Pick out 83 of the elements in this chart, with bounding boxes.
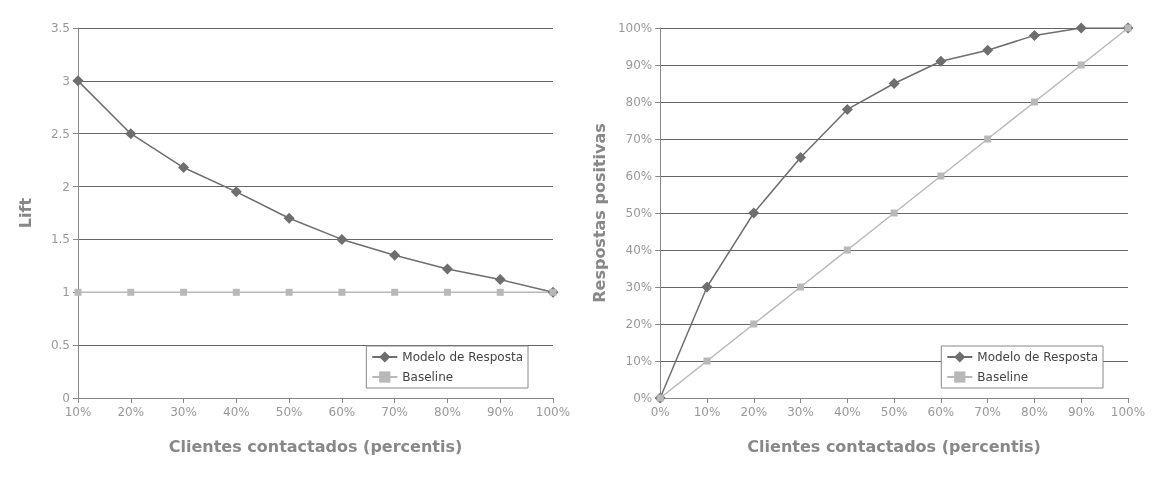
y-tick-label: 20% — [625, 317, 653, 331]
legend-label: Modelo de Resposta — [977, 350, 1098, 364]
point — [180, 288, 188, 296]
x-tick-label: 90% — [1067, 405, 1095, 419]
point — [230, 186, 242, 198]
x-tick-label: 30% — [170, 405, 197, 419]
y-tick-label: 3 — [62, 73, 70, 88]
x-tick-label: 70% — [381, 405, 408, 419]
x-axis-title: Clientes contactados (percentis) — [168, 436, 463, 456]
y-tick-label: 1.5 — [50, 232, 70, 247]
y-tick-label: 3.5 — [50, 21, 70, 35]
point — [336, 233, 348, 245]
y-tick-label: 0% — [633, 391, 653, 405]
x-tick-label: 100% — [1110, 405, 1146, 419]
point — [703, 357, 711, 365]
point — [178, 162, 190, 174]
x-tick-label: 80% — [434, 405, 461, 419]
x-tick-label: 80% — [1021, 405, 1048, 419]
legend-label: Baseline — [977, 370, 1029, 384]
point — [441, 263, 453, 275]
point — [795, 152, 807, 163]
point — [843, 246, 851, 254]
x-tick-label: 40% — [833, 405, 861, 419]
y-tick-label: 50% — [625, 206, 653, 220]
x-tick-label: 0% — [650, 405, 670, 419]
y-axis-title: Respostas positivas — [589, 123, 609, 303]
y-tick-label: 10% — [625, 354, 653, 368]
point — [935, 55, 947, 67]
y-tick-label: 90% — [625, 58, 653, 72]
legend-label: Modelo de Resposta — [402, 350, 523, 364]
point — [494, 274, 506, 286]
x-tick-label: 60% — [927, 405, 955, 419]
point — [125, 128, 137, 140]
x-tick-label: 100% — [535, 405, 571, 419]
y-tick-label: 80% — [625, 95, 653, 109]
x-axis-title: Clientes contactados (percentis) — [747, 436, 1041, 456]
y-tick-label: 1 — [62, 285, 70, 300]
point — [1028, 29, 1040, 41]
point — [888, 78, 900, 89]
y-tick-label: 30% — [625, 280, 653, 294]
x-tick-label: 70% — [974, 405, 1001, 419]
point — [443, 288, 451, 296]
x-tick-label: 30% — [787, 405, 814, 419]
y-tick-label: 0.5 — [50, 338, 70, 353]
point — [984, 135, 992, 143]
x-tick-label: 10% — [693, 405, 721, 419]
point — [701, 281, 713, 293]
point — [937, 172, 945, 180]
point — [841, 103, 853, 115]
y-tick-label: 100% — [617, 21, 653, 35]
point — [496, 288, 504, 296]
y-tick-label: 2 — [62, 179, 70, 194]
point — [890, 209, 898, 217]
point — [391, 288, 399, 296]
legend-label: Baseline — [402, 370, 454, 384]
point — [748, 207, 760, 219]
point — [1030, 98, 1038, 106]
point — [1077, 61, 1085, 69]
x-tick-label: 60% — [328, 405, 356, 419]
y-tick-label: 2.5 — [50, 126, 70, 141]
point — [127, 288, 135, 296]
y-tick-label: 70% — [625, 132, 653, 146]
x-tick-label: 20% — [117, 405, 145, 419]
point — [1075, 22, 1087, 34]
y-tick-label: 60% — [625, 169, 653, 183]
x-tick-label: 50% — [880, 405, 908, 419]
point — [797, 283, 805, 291]
point — [750, 320, 758, 328]
point — [232, 288, 240, 296]
y-axis-title: Lift — [15, 197, 35, 229]
x-tick-label: 40% — [223, 405, 250, 419]
point — [72, 75, 84, 87]
y-tick-label: 0 — [62, 391, 70, 405]
point — [982, 44, 994, 56]
point — [283, 212, 295, 224]
point — [74, 288, 82, 296]
x-tick-label: 20% — [740, 405, 768, 419]
point — [389, 249, 401, 261]
point — [285, 288, 293, 296]
point — [338, 288, 346, 296]
x-tick-label: 50% — [275, 405, 303, 419]
y-tick-label: 40% — [625, 243, 653, 257]
x-tick-label: 90% — [486, 405, 514, 419]
